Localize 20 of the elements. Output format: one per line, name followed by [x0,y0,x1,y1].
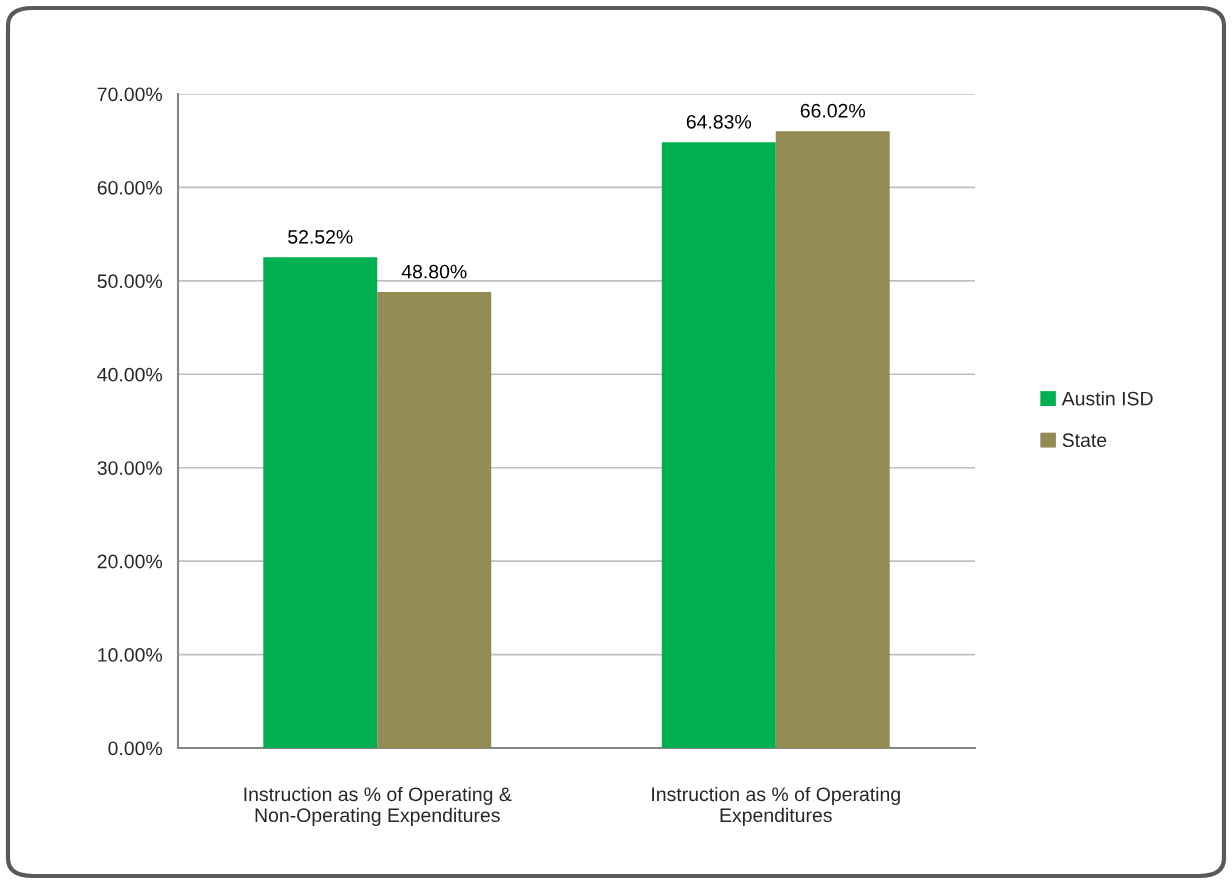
y-tick-label: 0.00% [108,741,163,756]
data-label: 66.02% [800,103,866,118]
y-tick-label: 40.00% [97,367,163,382]
bar [377,292,492,748]
bar [263,257,378,748]
x-tick-label: Instruction as % of Operating & Non-Operating Expenditures [244,786,512,826]
y-tick-label: 50.00% [97,274,163,289]
x-tick-label: Instruction as % of Operating Expenditures [652,786,900,826]
bar [775,131,890,748]
data-label: 48.80% [401,264,467,279]
y-tick-label: 10.00% [98,648,163,662]
y-tick-label: 70.00% [97,87,163,102]
bar [661,142,776,748]
data-label: 52.52% [288,229,353,244]
legend-label: Austin ISD [1061,391,1153,406]
legend-label: State [1062,433,1107,448]
y-tick-label: 30.00% [97,461,163,475]
data-label: 64.83% [686,114,752,129]
y-tick-label: 60.00% [97,180,163,195]
y-tick-label: 20.00% [97,554,163,569]
